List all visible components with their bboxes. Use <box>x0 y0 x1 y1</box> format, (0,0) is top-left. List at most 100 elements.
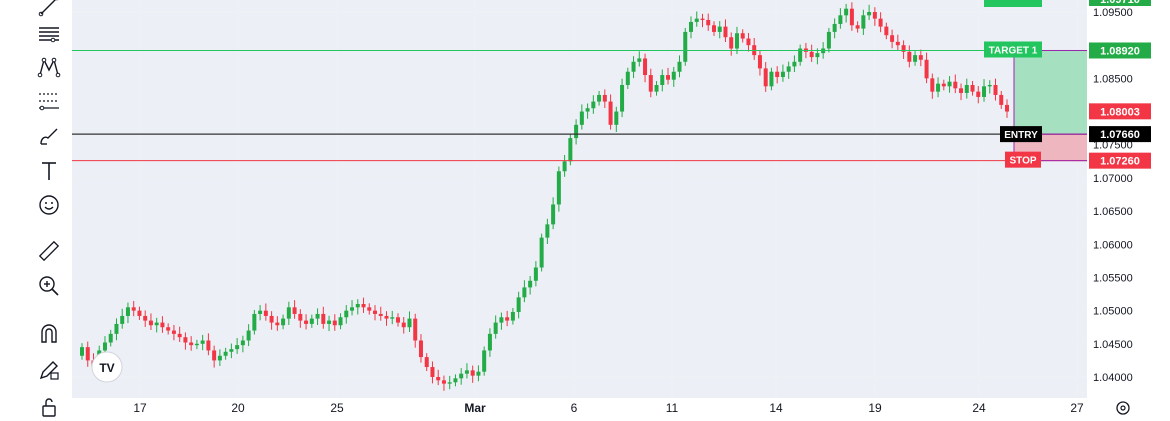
time-axis-label: 14 <box>769 401 783 415</box>
candle-down <box>321 313 326 324</box>
candle-down <box>763 68 768 87</box>
brush-icon[interactable] <box>32 122 66 150</box>
candle-down <box>666 75 671 80</box>
candle-down <box>729 37 734 49</box>
tradingview-logo[interactable]: TV <box>91 351 123 383</box>
pattern-icon[interactable] <box>32 53 66 81</box>
candle-up <box>246 330 251 341</box>
candle-up <box>120 315 125 324</box>
profit-zone[interactable] <box>1013 49 1090 135</box>
zoom-in-icon[interactable] <box>32 272 66 300</box>
candle-up <box>947 81 952 87</box>
candle-up <box>499 317 504 323</box>
candle-up <box>631 61 636 72</box>
candle-down <box>505 317 510 321</box>
candle-down <box>430 367 435 377</box>
unlock-icon[interactable] <box>32 393 66 421</box>
trend-line-icon[interactable] <box>32 0 66 20</box>
candle-up <box>194 343 199 346</box>
last-price-tag-bg <box>1089 103 1151 120</box>
time-axis-label: 19 <box>868 401 882 415</box>
candle-up <box>786 66 791 72</box>
ruler-icon[interactable] <box>32 237 66 265</box>
candle-down <box>367 307 372 311</box>
candle-up <box>315 313 320 319</box>
candle-up <box>637 58 642 62</box>
candle-down <box>189 342 194 346</box>
candle-down <box>263 310 268 316</box>
candle-up <box>217 355 222 361</box>
gear-ring <box>1116 401 1130 415</box>
lock-drawing-icon[interactable] <box>32 356 66 384</box>
price-axis-label: 1.06000 <box>1093 239 1133 251</box>
candle-down <box>895 41 900 46</box>
emoji-icon[interactable] <box>32 191 66 219</box>
candle-up <box>654 85 659 92</box>
candle-up <box>464 370 469 374</box>
candle-down <box>953 81 958 89</box>
candle-up <box>258 310 263 314</box>
candle-down <box>361 304 366 308</box>
candle-up <box>734 33 739 49</box>
candle-down <box>970 85 975 92</box>
candle-up <box>844 8 849 16</box>
candle-up <box>677 61 682 72</box>
price-axis[interactable]: 1.09500 1.08500 1.07500 1.07000 1.06500 1.060… <box>1087 0 1170 420</box>
candle-down <box>85 347 90 361</box>
candle-up <box>522 287 527 298</box>
candle-down <box>418 340 423 358</box>
candle-up <box>591 101 596 109</box>
prediction-icon[interactable] <box>32 87 66 115</box>
candle-up <box>838 15 843 24</box>
candle-up <box>350 307 355 311</box>
price-chart[interactable]: TARGET 1 ENTRY STOP 1.09500 1.08500 1.07500 1… <box>72 0 1170 420</box>
candle-up <box>585 108 590 112</box>
time-axis-bg <box>72 398 1087 420</box>
candle-up <box>453 378 458 383</box>
candle-down <box>292 307 297 314</box>
candle-down <box>171 330 176 334</box>
text-icon[interactable] <box>32 157 66 185</box>
entry-label-box[interactable] <box>1000 126 1042 143</box>
target-label-box[interactable] <box>984 41 1042 58</box>
candle-down <box>413 318 418 341</box>
candle-up <box>597 94 602 102</box>
candle-series <box>80 2 1009 391</box>
stop-label-box[interactable] <box>1005 151 1041 168</box>
time-axis-label: Mar <box>464 401 486 415</box>
price-axis-label: 1.05500 <box>1093 272 1133 284</box>
candle-down <box>924 59 929 79</box>
candle-up <box>987 85 992 87</box>
candle-down <box>643 58 648 76</box>
target-price-tag-bg <box>1089 42 1151 59</box>
candle-up <box>533 267 538 281</box>
candle-up <box>493 322 498 334</box>
candle-up <box>476 371 481 376</box>
candle-down <box>137 310 142 316</box>
candle-down <box>930 78 935 92</box>
candle-up <box>154 322 159 326</box>
horizontal-lines-icon[interactable] <box>32 20 66 48</box>
candle-down <box>907 51 912 62</box>
candle-down <box>849 8 854 26</box>
candle-down <box>441 380 446 384</box>
magnet-icon[interactable] <box>32 320 66 348</box>
candle-up <box>574 124 579 139</box>
candle-up <box>108 333 113 343</box>
candle-up <box>482 350 487 372</box>
candle-down <box>884 26 889 36</box>
long-position-tool[interactable]: TARGET 1 ENTRY STOP <box>72 0 1090 168</box>
candle-up <box>229 349 234 352</box>
candle-up <box>826 31 831 49</box>
candle-up <box>80 347 84 356</box>
entry-price-tag-bg <box>1089 126 1151 143</box>
candle-up <box>545 224 550 238</box>
settings-gear-icon[interactable] <box>1116 401 1130 415</box>
candle-down <box>424 357 429 368</box>
stop-label: STOP <box>1009 156 1036 167</box>
last-price-tag: 1.08003 <box>1100 106 1140 118</box>
candle-down <box>131 307 136 311</box>
time-axis[interactable]: 17 20 25 Mar 6 11 14 19 24 27 <box>72 398 1130 420</box>
candle-up <box>327 320 332 324</box>
candle-down <box>901 45 906 52</box>
